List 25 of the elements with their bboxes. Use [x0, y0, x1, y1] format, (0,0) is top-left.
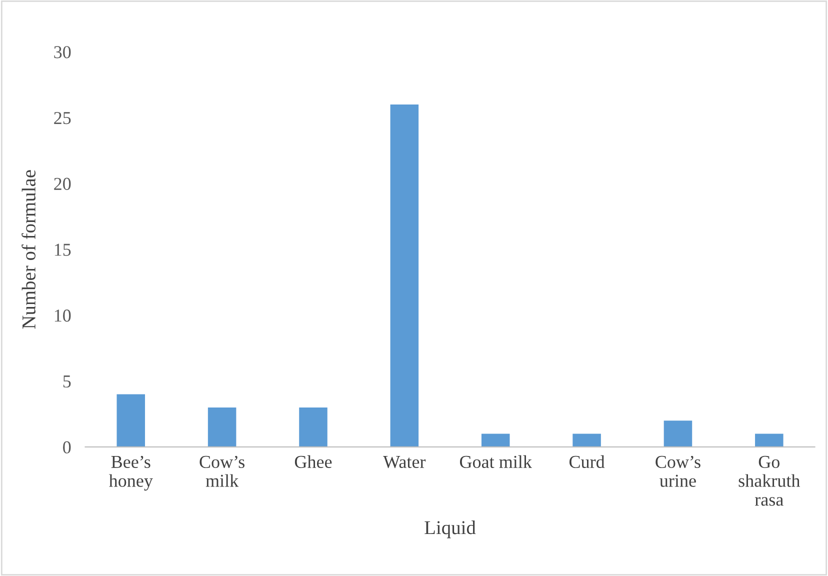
y-tick-label: 10 [54, 310, 71, 322]
y-tick-label: 15 [54, 244, 71, 256]
x-tick-label: Goat milk [460, 455, 532, 468]
bar [390, 104, 419, 447]
x-tick-label: Cow’s milk [200, 456, 244, 487]
y-tick-label: 20 [54, 178, 71, 190]
bar [481, 434, 510, 447]
x-tick-label: Cow’s urine [656, 456, 700, 487]
bar [299, 407, 328, 447]
bar [755, 434, 784, 447]
y-axis-title: Number of formulae [22, 170, 36, 329]
x-tick-label: Ghee [294, 455, 332, 468]
x-tick-label: Water [383, 456, 426, 468]
bar [572, 434, 601, 447]
x-tick-label: Bee’s honey [108, 456, 153, 491]
bar [208, 407, 236, 447]
x-tick-label: Go shakruth rasa [738, 456, 800, 506]
x-axis-title: Liquid [424, 520, 476, 538]
y-tick-label: 25 [54, 112, 71, 124]
y-tick-label: 0 [63, 441, 71, 454]
y-tick-label: 5 [63, 376, 71, 388]
y-tick-label: 30 [54, 46, 71, 58]
bar [664, 420, 692, 447]
bar [116, 394, 146, 447]
x-tick-label: Curd [569, 455, 605, 468]
